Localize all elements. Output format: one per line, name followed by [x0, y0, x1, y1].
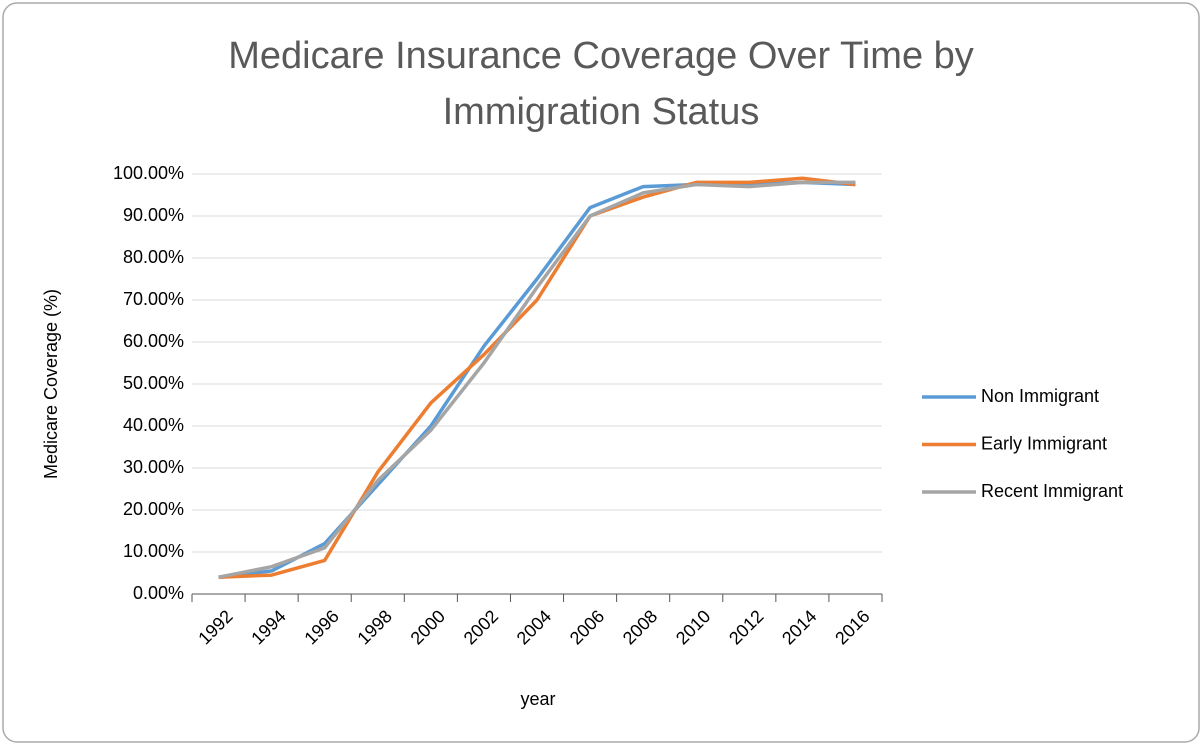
legend-label: Early Immigrant: [981, 433, 1107, 453]
y-tick-label: 90.00%: [123, 205, 184, 225]
y-tick-label: 20.00%: [123, 499, 184, 519]
legend-label: Non Immigrant: [981, 386, 1099, 406]
y-tick-label: 30.00%: [123, 457, 184, 477]
y-tick-label: 60.00%: [123, 331, 184, 351]
chart-title: Medicare Insurance Coverage Over Time by…: [228, 35, 974, 133]
x-axis-label: year: [520, 689, 555, 709]
y-tick-label: 70.00%: [123, 289, 184, 309]
y-tick-label: 50.00%: [123, 373, 184, 393]
y-tick-label: 100.00%: [113, 163, 184, 183]
y-tick-label: 0.00%: [133, 583, 184, 603]
y-tick-label: 40.00%: [123, 415, 184, 435]
series-line: [218, 176, 856, 579]
legend-label: Recent Immigrant: [981, 481, 1123, 501]
y-tick-label: 10.00%: [123, 541, 184, 561]
series-line: [218, 180, 856, 579]
series-line: [218, 180, 856, 579]
y-axis-label: Medicare Coverage (%): [41, 289, 61, 479]
y-tick-label: 80.00%: [123, 247, 184, 267]
